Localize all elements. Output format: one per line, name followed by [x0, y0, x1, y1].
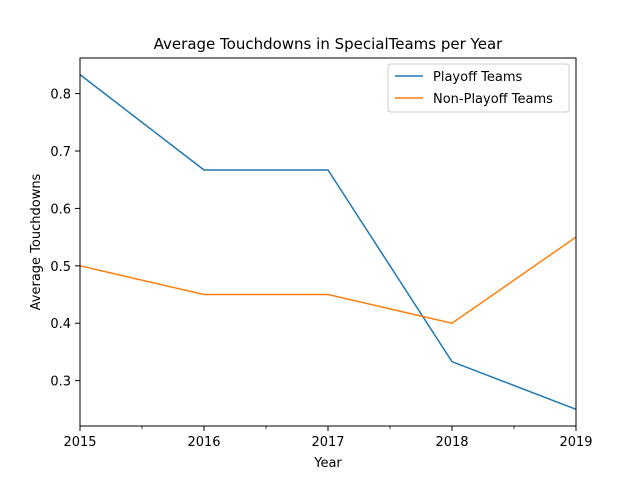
- y-tick-label: 0.5: [50, 260, 71, 275]
- x-tick-label: 2018: [435, 435, 468, 450]
- x-tick-label: 2015: [63, 435, 96, 450]
- series-line-0: [79, 74, 577, 411]
- legend-box: [387, 63, 570, 113]
- y-axis-title: Average Touchdowns: [29, 173, 44, 310]
- y-tick-label: 0.3: [50, 375, 71, 390]
- y-tick-label: 0.8: [50, 88, 71, 103]
- y-tick-label: 0.7: [50, 145, 71, 160]
- x-tick-label: 2019: [559, 435, 592, 450]
- x-tick-label: 2017: [311, 435, 344, 450]
- series-layer: [79, 74, 577, 411]
- x-tick-label: 2016: [187, 435, 220, 450]
- legend-label-0: Playoff Teams: [433, 70, 523, 85]
- y-tick-label: 0.4: [50, 317, 71, 332]
- y-tick-label: 0.6: [50, 202, 71, 217]
- series-line-1: [79, 236, 577, 325]
- chart-title: Average Touchdowns in SpecialTeams per Y…: [154, 35, 503, 53]
- legend-label-1: Non-Playoff Teams: [433, 92, 553, 107]
- x-axis: 2015 2016 2017 2018 2019: [63, 426, 593, 450]
- y-axis: 0.3 0.4 0.5 0.6 0.7 0.8: [50, 88, 80, 390]
- legend: Playoff Teams Non-Playoff Teams: [387, 63, 570, 113]
- x-axis-title: Year: [313, 456, 342, 471]
